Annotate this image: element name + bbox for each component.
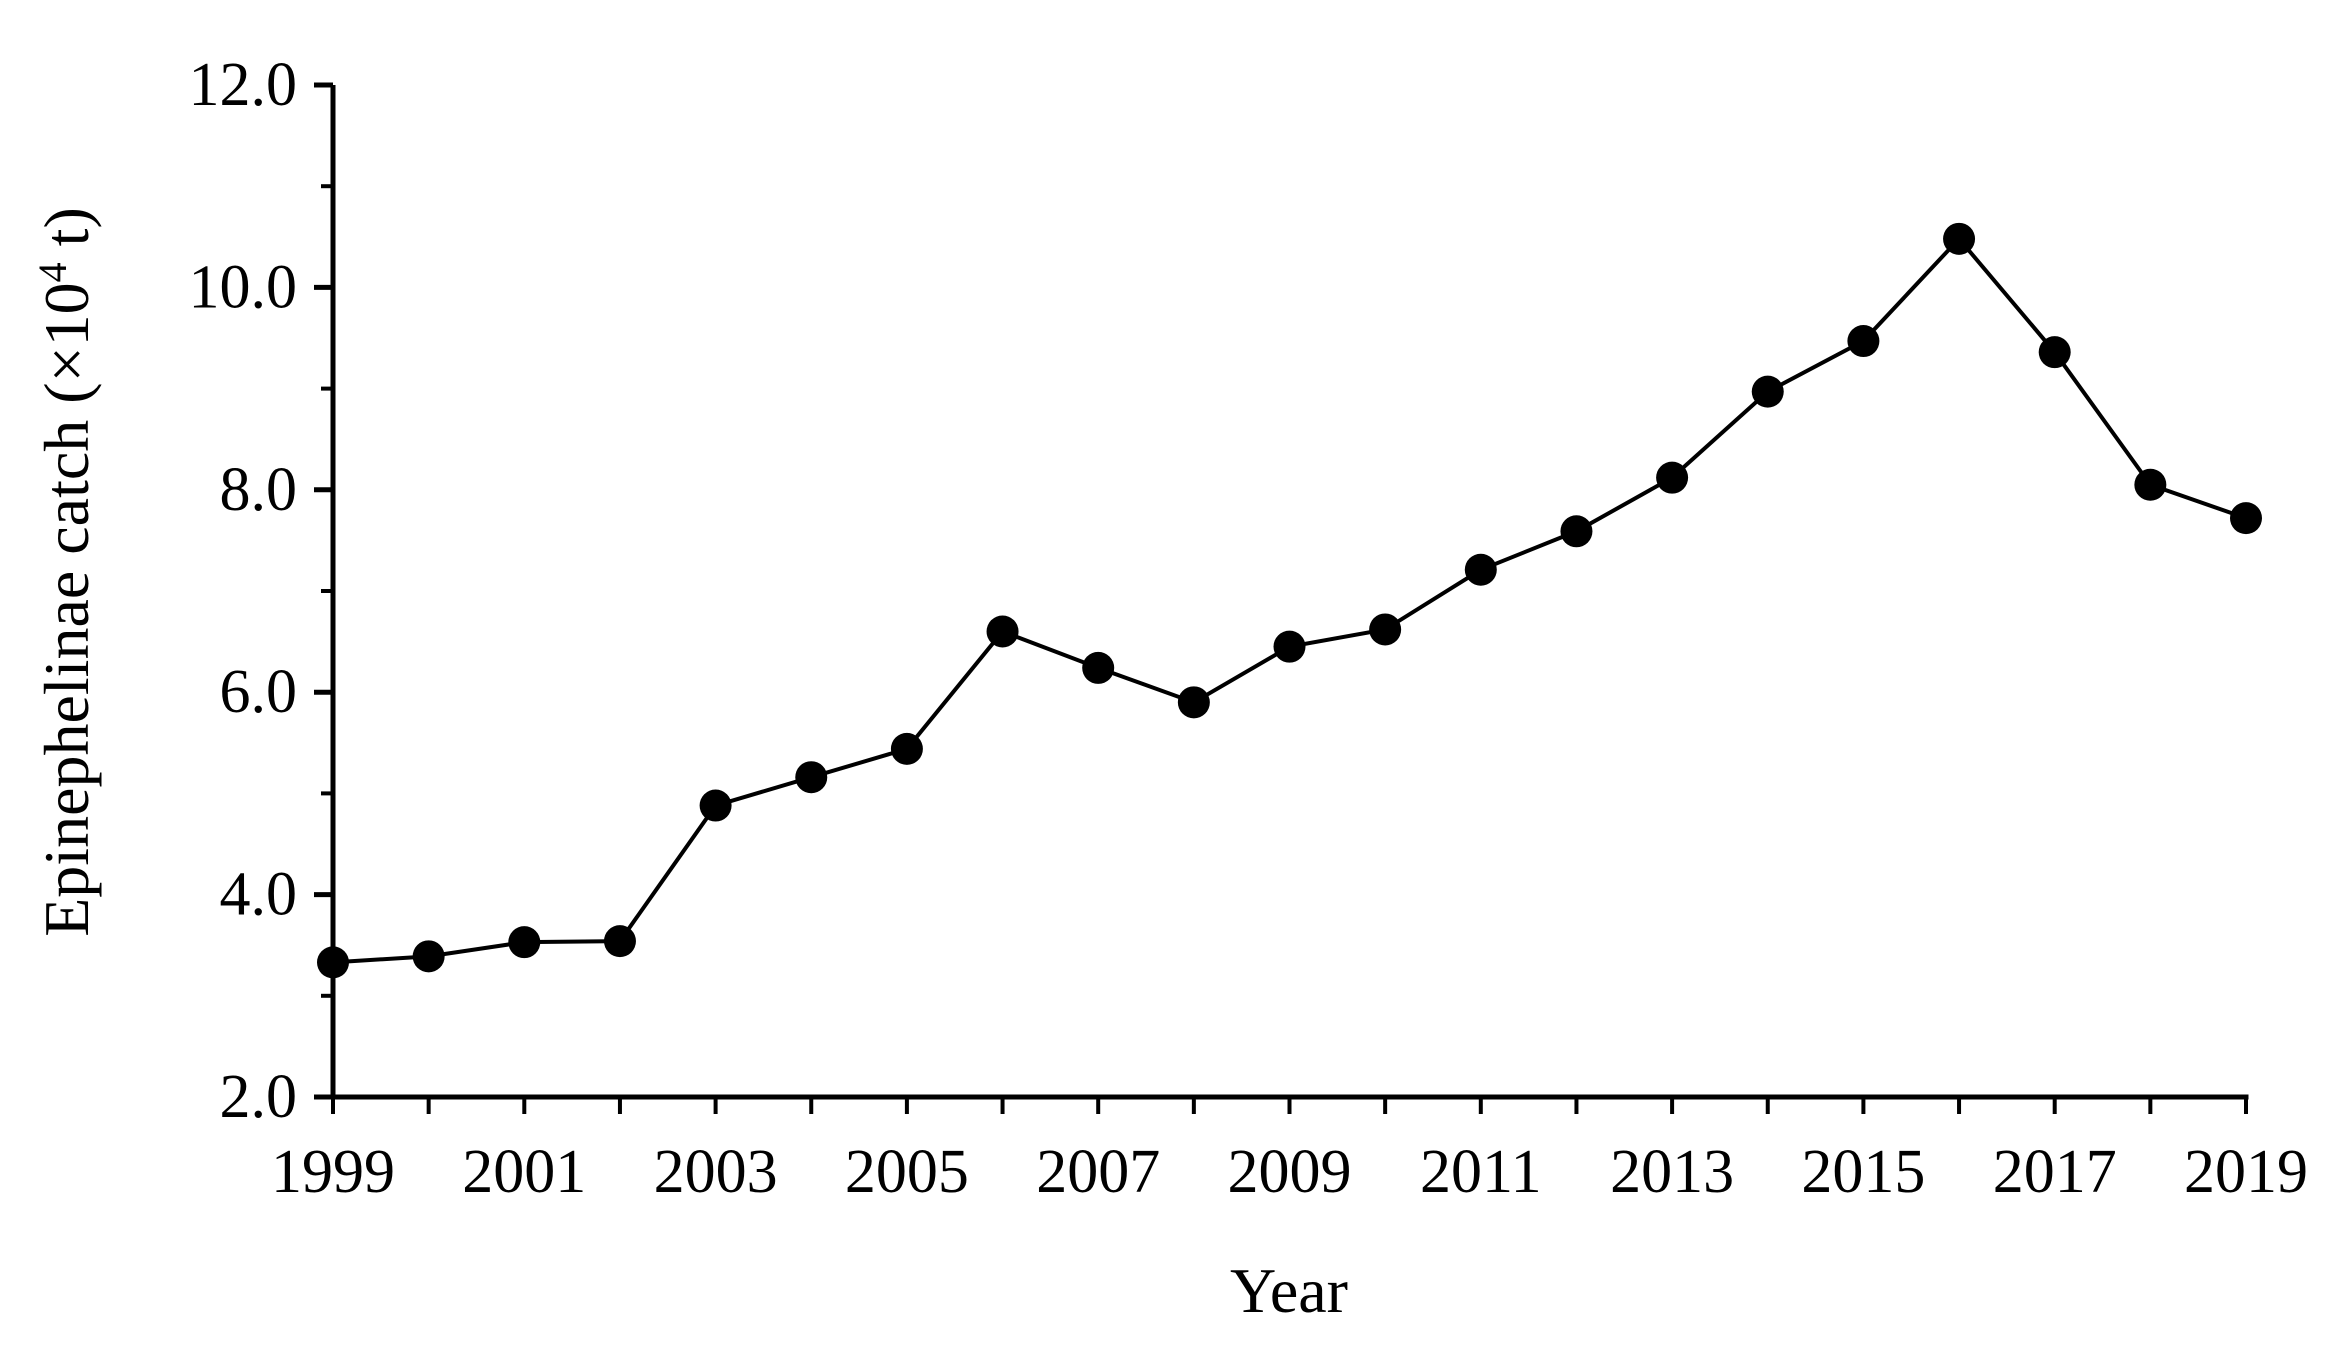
data-point bbox=[1656, 461, 1689, 494]
data-point bbox=[1273, 630, 1306, 663]
data-point bbox=[1943, 222, 1976, 255]
x-tick-label: 2017 bbox=[1993, 1138, 2117, 1206]
data-series-layer bbox=[317, 222, 2262, 979]
y-tick-label: 12.0 bbox=[189, 51, 298, 119]
data-point bbox=[1177, 686, 1210, 719]
data-point bbox=[1560, 515, 1593, 548]
data-point bbox=[795, 761, 828, 794]
data-line bbox=[332, 235, 2247, 965]
data-point bbox=[699, 789, 732, 822]
data-point bbox=[317, 946, 349, 979]
y-tick-label: 6.0 bbox=[220, 658, 298, 726]
data-point bbox=[508, 926, 541, 959]
y-tick-label: 8.0 bbox=[220, 456, 298, 524]
data-point bbox=[2134, 468, 2167, 501]
data-point bbox=[1464, 553, 1497, 586]
data-point bbox=[1369, 613, 1402, 646]
x-tick-label: 2003 bbox=[654, 1138, 778, 1206]
x-axis-title: Year bbox=[1230, 1255, 1348, 1326]
data-point bbox=[986, 615, 1019, 648]
x-tick-label: 1999 bbox=[271, 1138, 395, 1206]
x-tick-label: 2011 bbox=[1420, 1138, 1542, 1206]
data-point bbox=[2230, 502, 2262, 535]
y-tick-label: 4.0 bbox=[220, 861, 298, 929]
y-tick-label: 2.0 bbox=[220, 1063, 298, 1131]
x-tick-label: 2015 bbox=[1801, 1138, 1925, 1206]
axes-layer: 2.0 4.0 6.0 8.0 10.0 12.0 1999 2001 2003 2005 2007… bbox=[189, 51, 2309, 1206]
y-axis-title: Epinephelinae catch (×104 t) bbox=[30, 207, 102, 937]
x-tick-label: 2001 bbox=[462, 1138, 586, 1206]
data-point bbox=[890, 732, 923, 765]
data-point bbox=[1751, 375, 1784, 408]
x-tick-label: 2005 bbox=[845, 1138, 969, 1206]
x-tick-label: 2009 bbox=[1228, 1138, 1352, 1206]
y-tick-label: 10.0 bbox=[189, 253, 298, 321]
data-point bbox=[412, 940, 445, 973]
data-point bbox=[603, 925, 636, 958]
data-point bbox=[1082, 651, 1115, 684]
x-tick-label: 2019 bbox=[2184, 1138, 2308, 1206]
x-tick-label: 2013 bbox=[1610, 1138, 1734, 1206]
data-point bbox=[2038, 336, 2071, 369]
data-point bbox=[1847, 325, 1880, 358]
x-tick-label: 2007 bbox=[1036, 1138, 1160, 1206]
